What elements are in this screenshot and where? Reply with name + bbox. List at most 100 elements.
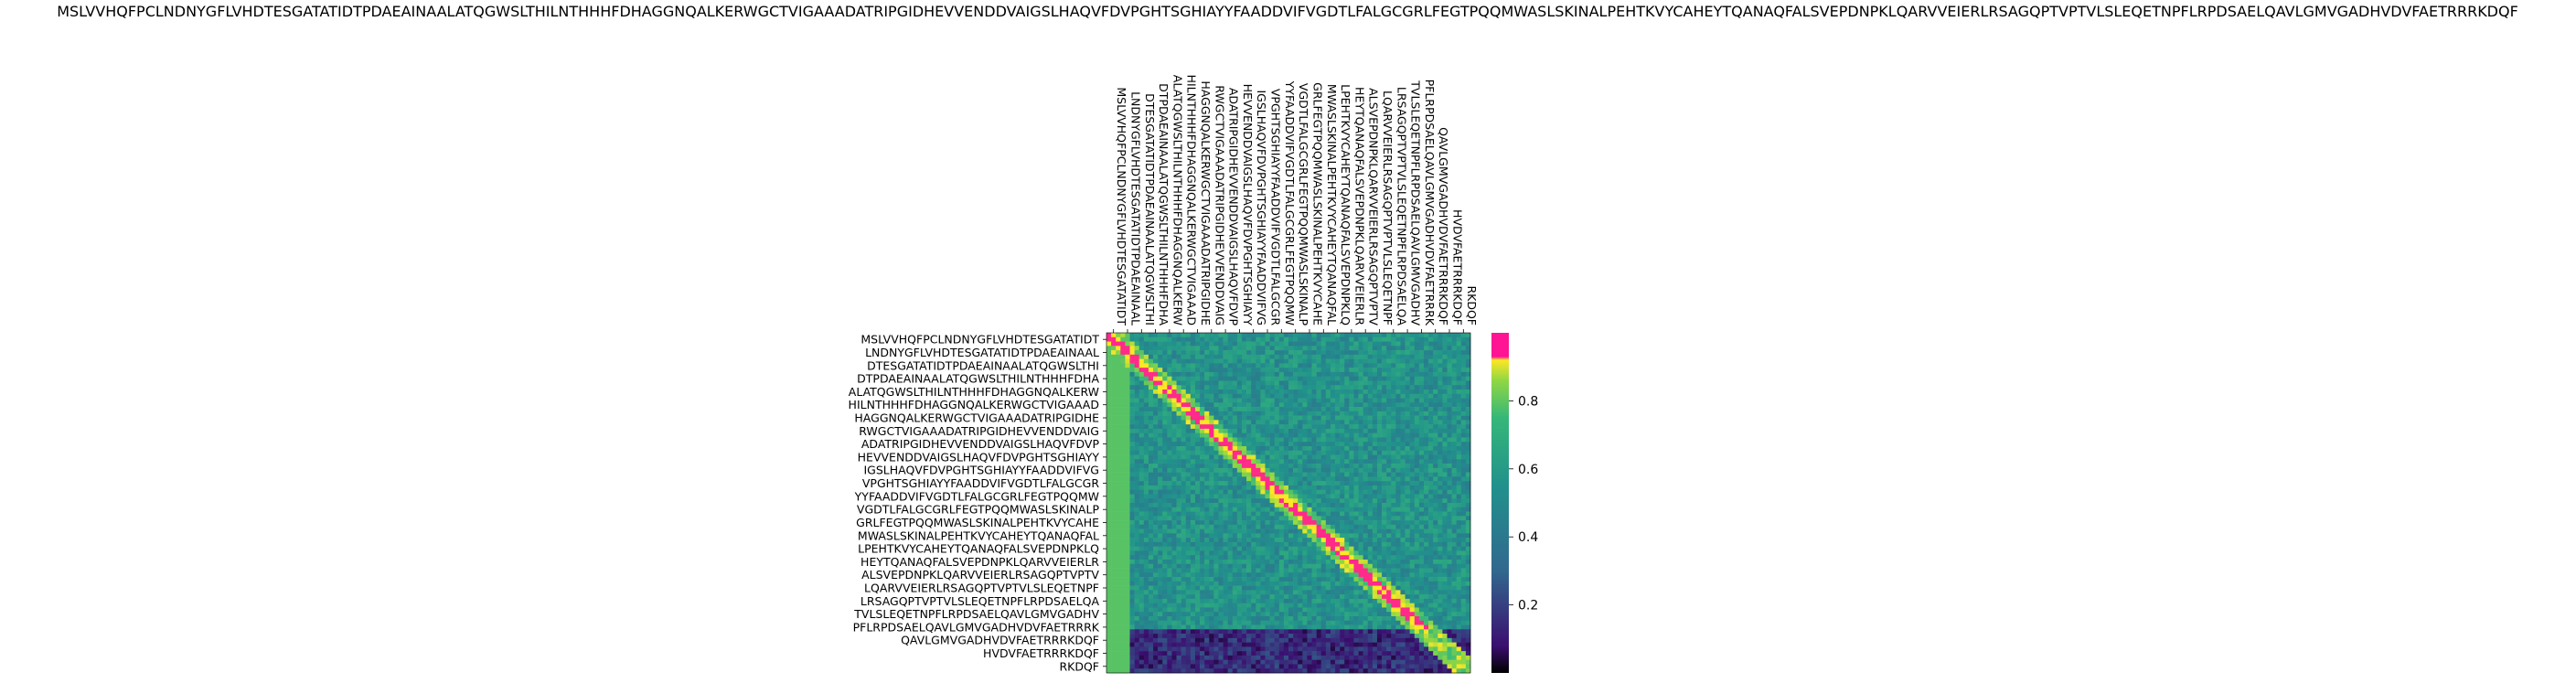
- heatmap-cell: [1265, 411, 1270, 416]
- heatmap-cell: [1200, 454, 1205, 460]
- heatmap-cell: [1293, 450, 1299, 455]
- heatmap-cell: [1414, 450, 1420, 455]
- heatmap-cell: [1194, 528, 1201, 534]
- heatmap-cell: [1190, 385, 1196, 390]
- heatmap-cell: [1358, 428, 1363, 433]
- heatmap-cell: [1447, 594, 1452, 600]
- heatmap-cell: [1194, 454, 1201, 460]
- heatmap-cell: [1302, 411, 1308, 416]
- heatmap-cell: [1200, 333, 1205, 338]
- heatmap-cell: [1167, 528, 1172, 534]
- heatmap-cell: [1316, 541, 1322, 547]
- heatmap-cell: [1293, 459, 1299, 464]
- heatmap-cell: [1335, 607, 1341, 613]
- heatmap-cell: [1148, 507, 1154, 512]
- heatmap-cell: [1418, 420, 1425, 425]
- heatmap-cell: [1106, 546, 1112, 551]
- heatmap-cell: [1223, 467, 1228, 473]
- heatmap-cell: [1125, 390, 1130, 395]
- heatmap-cell: [1116, 350, 1121, 356]
- heatmap-cell: [1251, 363, 1256, 368]
- heatmap-cell: [1158, 498, 1163, 504]
- heatmap-cell: [1311, 603, 1317, 608]
- heatmap-cell: [1307, 563, 1312, 569]
- heatmap-cell: [1111, 432, 1117, 438]
- heatmap-cell: [1153, 363, 1159, 368]
- heatmap-cell: [1409, 424, 1416, 430]
- heatmap-cell: [1363, 407, 1369, 412]
- heatmap-cell: [1367, 568, 1374, 573]
- heatmap-cell: [1125, 507, 1130, 512]
- heatmap-cell: [1236, 385, 1243, 390]
- heatmap-cell: [1382, 363, 1387, 368]
- heatmap-cell: [1428, 555, 1434, 560]
- heatmap-cell: [1460, 594, 1467, 600]
- heatmap-cell: [1265, 393, 1270, 399]
- heatmap-cell: [1236, 442, 1243, 447]
- heatmap-cell: [1181, 546, 1187, 551]
- heatmap-cell: [1143, 464, 1149, 469]
- heatmap-cell: [1447, 428, 1452, 433]
- heatmap-cell: [1367, 516, 1374, 521]
- heatmap-cell: [1386, 481, 1392, 486]
- heatmap-cell: [1418, 437, 1425, 443]
- heatmap-cell: [1330, 533, 1336, 539]
- heatmap-cell: [1456, 333, 1462, 338]
- heatmap-cell: [1363, 380, 1369, 386]
- heatmap-cell: [1316, 476, 1322, 482]
- heatmap-cell: [1241, 341, 1247, 347]
- heatmap-cell: [1153, 402, 1159, 408]
- heatmap-cell: [1358, 503, 1363, 508]
- heatmap-cell: [1358, 485, 1363, 490]
- heatmap-cell: [1185, 560, 1192, 565]
- heatmap-cell: [1269, 390, 1275, 395]
- heatmap-cell: [1278, 363, 1285, 368]
- heatmap-cell: [1116, 581, 1121, 586]
- heatmap-cell: [1465, 398, 1471, 403]
- heatmap-cell: [1460, 516, 1467, 521]
- heatmap-cell: [1134, 577, 1140, 582]
- heatmap-cell: [1386, 524, 1392, 529]
- heatmap-cell: [1414, 393, 1420, 399]
- heatmap-cell: [1456, 437, 1462, 443]
- heatmap-cell: [1162, 511, 1168, 517]
- heatmap-cell: [1120, 503, 1126, 508]
- heatmap-cell: [1129, 346, 1135, 351]
- heatmap-cell: [1227, 333, 1234, 338]
- heatmap-cell: [1181, 368, 1187, 373]
- heatmap-cell: [1307, 485, 1312, 490]
- heatmap-cell: [1194, 363, 1201, 368]
- heatmap-cell: [1265, 550, 1270, 556]
- heatmap-cell: [1442, 598, 1448, 603]
- heatmap-cell: [1451, 393, 1457, 399]
- heatmap-cell: [1423, 437, 1429, 443]
- heatmap-cell: [1358, 336, 1363, 342]
- heatmap-cell: [1391, 590, 1396, 595]
- heatmap-cell: [1232, 524, 1238, 529]
- heatmap-cell: [1232, 503, 1238, 508]
- heatmap-cell: [1340, 464, 1345, 469]
- heatmap-cell: [1316, 598, 1322, 603]
- heatmap-cell: [1223, 398, 1228, 403]
- heatmap-cell: [1307, 432, 1312, 438]
- heatmap-cell: [1143, 428, 1149, 433]
- heatmap-cell: [1414, 568, 1420, 573]
- heatmap-cell: [1227, 420, 1234, 425]
- heatmap-cell: [1274, 594, 1280, 600]
- heatmap-cell: [1325, 428, 1331, 433]
- heatmap-cell: [1400, 516, 1406, 521]
- heatmap-cell: [1423, 350, 1429, 356]
- heatmap-cell: [1335, 368, 1341, 373]
- heatmap-cell: [1372, 516, 1378, 521]
- heatmap-cell: [1409, 598, 1416, 603]
- heatmap-cell: [1311, 464, 1317, 469]
- heatmap-cell: [1465, 380, 1471, 386]
- heatmap-cell: [1167, 568, 1172, 573]
- heatmap-cell: [1251, 538, 1256, 543]
- heatmap-cell: [1372, 594, 1378, 600]
- heatmap-cell: [1265, 528, 1270, 534]
- heatmap-cell: [1125, 612, 1130, 617]
- heatmap-cell: [1274, 603, 1280, 608]
- heatmap-cell: [1460, 363, 1467, 368]
- heatmap-cell: [1111, 464, 1117, 469]
